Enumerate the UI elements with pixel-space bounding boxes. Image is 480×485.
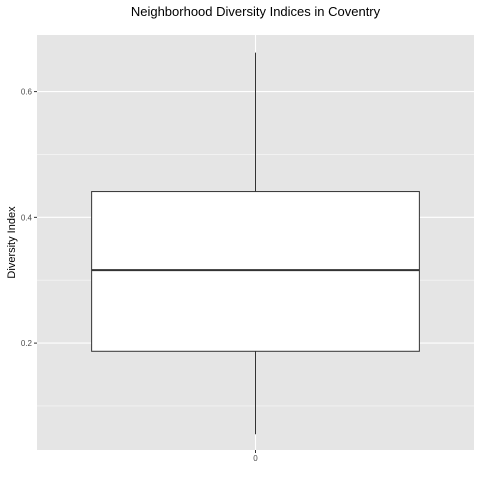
x-tick-label: 0	[253, 454, 258, 463]
box-body	[92, 192, 420, 352]
y-tick-label: 0.4	[21, 213, 33, 222]
y-tick-label: 0.6	[21, 88, 33, 97]
y-tick-label: 0.2	[21, 339, 33, 348]
y-axis-title: Diversity Index	[6, 206, 18, 279]
chart-title: Neighborhood Diversity Indices in Covent…	[131, 4, 381, 19]
